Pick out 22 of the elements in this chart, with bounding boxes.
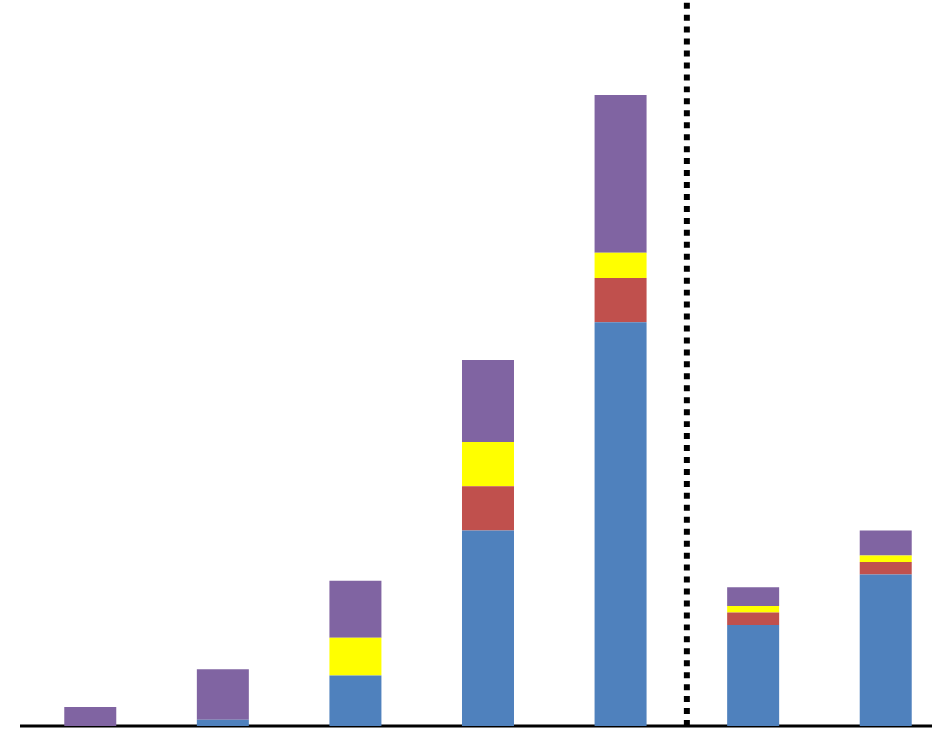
- bar: [594, 252, 647, 278]
- bar: [727, 612, 780, 626]
- bar: [329, 580, 382, 638]
- bar: [196, 669, 249, 720]
- bar: [329, 637, 382, 676]
- bar: [461, 486, 514, 531]
- bar: [594, 322, 647, 726]
- bar: [329, 675, 382, 726]
- bar: [461, 530, 514, 726]
- bar: [461, 442, 514, 487]
- bar: [461, 359, 514, 443]
- bar: [594, 94, 647, 253]
- bar: [859, 555, 912, 562]
- bar: [727, 587, 780, 607]
- bar: [727, 606, 780, 613]
- bar: [859, 561, 912, 575]
- bar: [594, 277, 647, 323]
- bar: [64, 707, 117, 726]
- bar: [727, 625, 780, 726]
- bar: [859, 530, 912, 556]
- bar: [859, 574, 912, 726]
- bar: [196, 719, 249, 726]
